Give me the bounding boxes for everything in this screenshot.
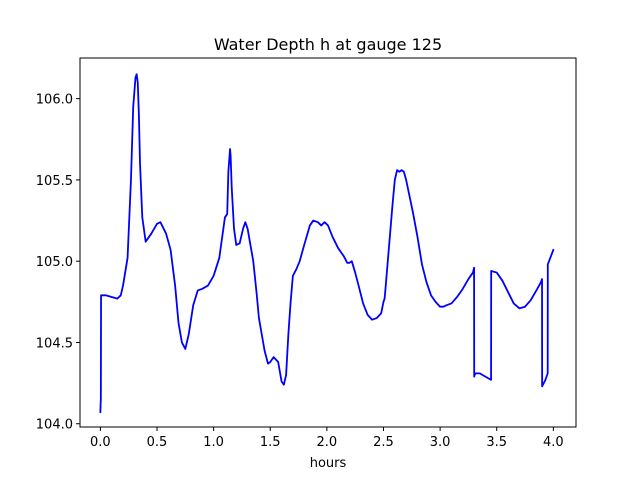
plot-area-frame — [79, 57, 577, 428]
y-tick-label: 106.0 — [36, 93, 73, 108]
y-tick-label: 104.0 — [36, 418, 73, 433]
axis-ticks: 0.0 0.5 1.0 1.5 2.0 2.5 3.0 3.5 4.0 104.0 104.5 105… — [36, 93, 564, 450]
x-tick-label: 1.5 — [260, 435, 281, 450]
y-tick-label: 104.5 — [36, 336, 73, 351]
x-tick-label: 0.0 — [90, 435, 111, 450]
chart-title: Water Depth h at gauge 125 — [214, 35, 442, 54]
x-tick-label: 2.0 — [317, 435, 338, 450]
series-line-0 — [99, 73, 555, 414]
x-tick-label: 4.0 — [543, 435, 564, 450]
y-tick-label: 105.5 — [36, 174, 73, 189]
x-tick-label: 0.5 — [147, 435, 168, 450]
x-tick-label: 1.0 — [203, 435, 224, 450]
x-tick-label: 3.0 — [430, 435, 451, 450]
x-axis-label: hours — [310, 456, 347, 471]
series-layer — [99, 73, 555, 414]
x-tick-label: 3.5 — [486, 435, 507, 450]
x-tick-label: 2.5 — [373, 435, 394, 450]
y-tick-label: 105.0 — [36, 255, 73, 270]
